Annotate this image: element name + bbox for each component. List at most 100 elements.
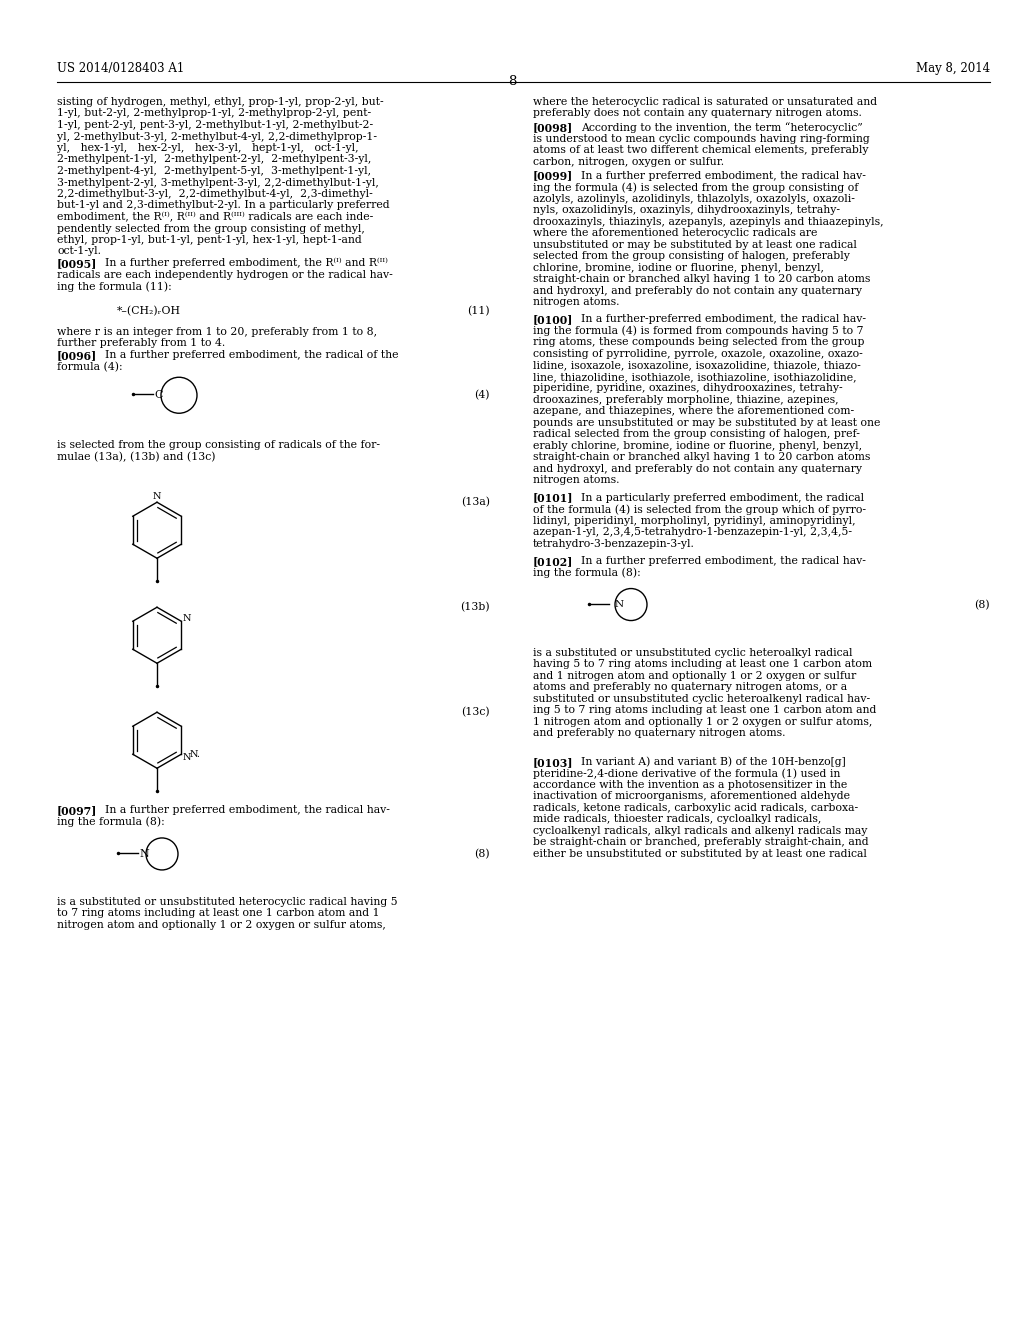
Text: lidine, isoxazole, isoxazoline, isoxazolidine, thiazole, thiazo-: lidine, isoxazole, isoxazoline, isoxazol…	[534, 360, 861, 371]
Text: either be unsubstituted or substituted by at least one radical: either be unsubstituted or substituted b…	[534, 849, 867, 859]
Text: (8): (8)	[975, 599, 990, 610]
Text: but-1-yl and 2,3-dimethylbut-2-yl. In a particularly preferred: but-1-yl and 2,3-dimethylbut-2-yl. In a …	[57, 201, 389, 210]
Text: ing the formula (4) is selected from the group consisting of: ing the formula (4) is selected from the…	[534, 182, 858, 193]
Text: azepane, and thiazepines, where the aforementioned com-: azepane, and thiazepines, where the afor…	[534, 407, 854, 416]
Text: 8: 8	[508, 75, 516, 88]
Text: [0096]: [0096]	[57, 350, 97, 360]
Text: and 1 nitrogen atom and optionally 1 or 2 oxygen or sulfur: and 1 nitrogen atom and optionally 1 or …	[534, 671, 856, 681]
Text: nitrogen atoms.: nitrogen atoms.	[534, 297, 620, 308]
Text: N: N	[615, 599, 624, 609]
Text: azepan-1-yl, 2,3,4,5-tetrahydro-1-benzazepin-1-yl, 2,3,4,5-: azepan-1-yl, 2,3,4,5-tetrahydro-1-benzaz…	[534, 527, 852, 537]
Text: nyls, oxazolidinyls, oxazinyls, dihydrooxazinyls, tetrahy-: nyls, oxazolidinyls, oxazinyls, dihydroo…	[534, 205, 840, 215]
Text: (13c): (13c)	[462, 708, 490, 718]
Text: N: N	[139, 849, 148, 859]
Text: (11): (11)	[467, 306, 490, 317]
Text: where the heterocyclic radical is saturated or unsaturated and: where the heterocyclic radical is satura…	[534, 96, 878, 107]
Text: selected from the group consisting of halogen, preferably: selected from the group consisting of ha…	[534, 251, 850, 261]
Text: N.: N.	[189, 750, 201, 759]
Text: In variant A) and variant B) of the 10H-benzo[g]: In variant A) and variant B) of the 10H-…	[581, 756, 846, 767]
Text: May 8, 2014: May 8, 2014	[915, 62, 990, 75]
Text: [0099]: [0099]	[534, 170, 573, 182]
Text: azolyls, azolinyls, azolidinyls, thlazolyls, oxazolyls, oxazoli-: azolyls, azolinyls, azolidinyls, thlazol…	[534, 194, 855, 203]
Text: 2-methylpent-1-yl,  2-methylpent-2-yl,  2-methylpent-3-yl,: 2-methylpent-1-yl, 2-methylpent-2-yl, 2-…	[57, 154, 372, 165]
Text: yl,   hex-1-yl,   hex-2-yl,   hex-3-yl,   hept-1-yl,   oct-1-yl,: yl, hex-1-yl, hex-2-yl, hex-3-yl, hept-1…	[57, 143, 358, 153]
Text: 3-methylpent-2-yl, 3-methylpent-3-yl, 2,2-dimethylbut-1-yl,: 3-methylpent-2-yl, 3-methylpent-3-yl, 2,…	[57, 177, 379, 187]
Text: [0101]: [0101]	[534, 492, 573, 504]
Text: is understood to mean cyclic compounds having ring-forming: is understood to mean cyclic compounds h…	[534, 133, 869, 144]
Text: be straight-chain or branched, preferably straight-chain, and: be straight-chain or branched, preferabl…	[534, 837, 868, 847]
Text: sisting of hydrogen, methyl, ethyl, prop-1-yl, prop-2-yl, but-: sisting of hydrogen, methyl, ethyl, prop…	[57, 96, 384, 107]
Text: mide radicals, thioester radicals, cycloalkyl radicals,: mide radicals, thioester radicals, cyclo…	[534, 814, 821, 824]
Text: yl, 2-methylbut-3-yl, 2-methylbut-4-yl, 2,2-dimethylprop-1-: yl, 2-methylbut-3-yl, 2-methylbut-4-yl, …	[57, 132, 377, 141]
Text: (8): (8)	[474, 849, 490, 859]
Text: atoms and preferably no quaternary nitrogen atoms, or a: atoms and preferably no quaternary nitro…	[534, 682, 847, 692]
Text: In a further preferred embodiment, the radical of the: In a further preferred embodiment, the r…	[105, 350, 398, 360]
Text: piperidine, pyridine, oxazines, dihydrooxazines, tetrahy-: piperidine, pyridine, oxazines, dihydroo…	[534, 383, 843, 393]
Text: In a further-preferred embodiment, the radical hav-: In a further-preferred embodiment, the r…	[581, 314, 866, 325]
Text: is a substituted or unsubstituted heterocyclic radical having 5: is a substituted or unsubstituted hetero…	[57, 898, 397, 907]
Text: oct-1-yl.: oct-1-yl.	[57, 247, 101, 256]
Text: is a substituted or unsubstituted cyclic heteroalkyl radical: is a substituted or unsubstituted cyclic…	[534, 648, 853, 657]
Text: radicals, ketone radicals, carboxylic acid radicals, carboxa-: radicals, ketone radicals, carboxylic ac…	[534, 803, 858, 813]
Text: N: N	[182, 614, 190, 623]
Text: ing the formula (4) is formed from compounds having 5 to 7: ing the formula (4) is formed from compo…	[534, 326, 863, 337]
Text: [0098]: [0098]	[534, 123, 573, 133]
Text: [0103]: [0103]	[534, 756, 573, 768]
Text: [0097]: [0097]	[57, 805, 97, 816]
Text: chlorine, bromine, iodine or fluorine, phenyl, benzyl,: chlorine, bromine, iodine or fluorine, p…	[534, 263, 824, 273]
Text: consisting of pyrrolidine, pyrrole, oxazole, oxazoline, oxazo-: consisting of pyrrolidine, pyrrole, oxaz…	[534, 348, 863, 359]
Text: cycloalkenyl radicals, alkyl radicals and alkenyl radicals may: cycloalkenyl radicals, alkyl radicals an…	[534, 826, 867, 836]
Text: In a further preferred embodiment, the radical hav-: In a further preferred embodiment, the r…	[105, 805, 390, 816]
Text: carbon, nitrogen, oxygen or sulfur.: carbon, nitrogen, oxygen or sulfur.	[534, 157, 724, 166]
Text: 1 nitrogen atom and optionally 1 or 2 oxygen or sulfur atoms,: 1 nitrogen atom and optionally 1 or 2 ox…	[534, 717, 872, 726]
Text: atoms of at least two different chemical elements, preferably: atoms of at least two different chemical…	[534, 145, 868, 156]
Text: erably chlorine, bromine, iodine or fluorine, phenyl, benzyl,: erably chlorine, bromine, iodine or fluo…	[534, 441, 862, 451]
Text: tetrahydro-3-benzazepin-3-yl.: tetrahydro-3-benzazepin-3-yl.	[534, 539, 695, 549]
Text: N: N	[182, 752, 190, 762]
Text: US 2014/0128403 A1: US 2014/0128403 A1	[57, 62, 184, 75]
Text: radicals are each independently hydrogen or the radical hav-: radicals are each independently hydrogen…	[57, 269, 393, 280]
Text: and hydroxyl, and preferably do not contain any quaternary: and hydroxyl, and preferably do not cont…	[534, 463, 862, 474]
Text: [0102]: [0102]	[534, 556, 573, 566]
Text: mulae (13a), (13b) and (13c): mulae (13a), (13b) and (13c)	[57, 451, 215, 462]
Text: preferably does not contain any quaternary nitrogen atoms.: preferably does not contain any quaterna…	[534, 108, 862, 119]
Text: and preferably no quaternary nitrogen atoms.: and preferably no quaternary nitrogen at…	[534, 729, 785, 738]
Text: of the formula (4) is selected from the group which of pyrro-: of the formula (4) is selected from the …	[534, 504, 866, 515]
Text: pendently selected from the group consisting of methyl,: pendently selected from the group consis…	[57, 223, 365, 234]
Text: straight-chain or branched alkyl having 1 to 20 carbon atoms: straight-chain or branched alkyl having …	[534, 275, 870, 284]
Text: unsubstituted or may be substituted by at least one radical: unsubstituted or may be substituted by a…	[534, 240, 857, 249]
Text: (4): (4)	[474, 391, 490, 400]
Text: 1-yl, but-2-yl, 2-methylprop-1-yl, 2-methylprop-2-yl, pent-: 1-yl, but-2-yl, 2-methylprop-1-yl, 2-met…	[57, 108, 371, 119]
Text: radical selected from the group consisting of halogen, pref-: radical selected from the group consisti…	[534, 429, 860, 440]
Text: where r is an integer from 1 to 20, preferably from 1 to 8,: where r is an integer from 1 to 20, pref…	[57, 327, 377, 337]
Text: straight-chain or branched alkyl having 1 to 20 carbon atoms: straight-chain or branched alkyl having …	[534, 453, 870, 462]
Text: nitrogen atoms.: nitrogen atoms.	[534, 475, 620, 486]
Text: ring atoms, these compounds being selected from the group: ring atoms, these compounds being select…	[534, 338, 864, 347]
Text: line, thiazolidine, isothiazole, isothiazoline, isothiazolidine,: line, thiazolidine, isothiazole, isothia…	[534, 372, 857, 381]
Text: ethyl, prop-1-yl, but-1-yl, pent-1-yl, hex-1-yl, hept-1-and: ethyl, prop-1-yl, but-1-yl, pent-1-yl, h…	[57, 235, 361, 246]
Text: 2-methylpent-4-yl,  2-methylpent-5-yl,  3-methylpent-1-yl,: 2-methylpent-4-yl, 2-methylpent-5-yl, 3-…	[57, 166, 371, 176]
Text: 2,2-dimethylbut-3-yl,  2,2-dimethylbut-4-yl,  2,3-dimethyl-: 2,2-dimethylbut-3-yl, 2,2-dimethylbut-4-…	[57, 189, 373, 199]
Text: drooxazinyls, thiazinyls, azepanyls, azepinyls and thiaazepinyls,: drooxazinyls, thiazinyls, azepanyls, aze…	[534, 216, 884, 227]
Text: In a further preferred embodiment, the R⁽ᴵ⁾ and R⁽ᴵᴵ⁾: In a further preferred embodiment, the R…	[105, 257, 388, 268]
Text: C: C	[154, 391, 163, 400]
Text: pounds are unsubstituted or may be substituted by at least one: pounds are unsubstituted or may be subst…	[534, 418, 881, 428]
Text: In a further preferred embodiment, the radical hav-: In a further preferred embodiment, the r…	[581, 556, 866, 566]
Text: In a particularly preferred embodiment, the radical: In a particularly preferred embodiment, …	[581, 492, 864, 503]
Text: ing the formula (8):: ing the formula (8):	[534, 568, 641, 578]
Text: formula (4):: formula (4):	[57, 362, 123, 372]
Text: (13a): (13a)	[461, 498, 490, 508]
Text: In a further preferred embodiment, the radical hav-: In a further preferred embodiment, the r…	[581, 170, 866, 181]
Text: to 7 ring atoms including at least one 1 carbon atom and 1: to 7 ring atoms including at least one 1…	[57, 908, 380, 919]
Text: ing the formula (8):: ing the formula (8):	[57, 817, 165, 828]
Text: lidinyl, piperidinyl, morpholinyl, pyridinyl, aminopyridinyl,: lidinyl, piperidinyl, morpholinyl, pyrid…	[534, 516, 856, 525]
Text: drooxazines, preferably morpholine, thiazine, azepines,: drooxazines, preferably morpholine, thia…	[534, 395, 839, 405]
Text: pteridine-2,4-dione derivative of the formula (1) used in: pteridine-2,4-dione derivative of the fo…	[534, 768, 841, 779]
Text: 1-yl, pent-2-yl, pent-3-yl, 2-methylbut-1-yl, 2-methylbut-2-: 1-yl, pent-2-yl, pent-3-yl, 2-methylbut-…	[57, 120, 373, 129]
Text: [0100]: [0100]	[534, 314, 573, 325]
Text: and hydroxyl, and preferably do not contain any quaternary: and hydroxyl, and preferably do not cont…	[534, 285, 862, 296]
Text: N: N	[153, 492, 161, 500]
Text: (13b): (13b)	[461, 602, 490, 612]
Text: *–(CH₂)ᵣOH: *–(CH₂)ᵣOH	[117, 306, 181, 317]
Text: substituted or unsubstituted cyclic heteroalkenyl radical hav-: substituted or unsubstituted cyclic hete…	[534, 693, 870, 704]
